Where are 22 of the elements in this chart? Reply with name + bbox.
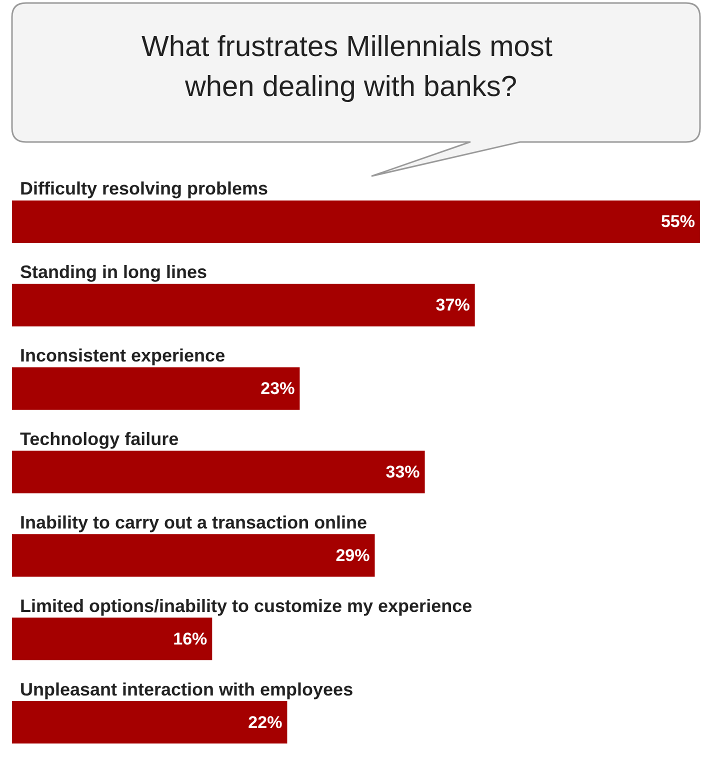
data-label: 29%	[336, 546, 370, 565]
chart-title: What frustrates Millennials most when dealing with banks?	[141, 31, 561, 103]
y-tick-label: Technology failure	[20, 429, 179, 449]
y-tick-label: Unpleasant interaction with employees	[20, 679, 354, 700]
y-tick-label: Inability to carry out a transaction online	[20, 512, 368, 532]
bar	[12, 367, 300, 410]
bar	[12, 284, 475, 326]
data-label: 23%	[260, 379, 295, 398]
bar	[12, 701, 288, 744]
data-label: 55%	[660, 212, 695, 232]
bar	[12, 200, 700, 243]
data-label: 22%	[248, 712, 282, 732]
bar	[12, 534, 375, 577]
bar	[12, 450, 425, 494]
y-tick-label: Limited options/inability to customize my experience	[20, 596, 472, 616]
data-label: 33%	[386, 462, 420, 482]
y-tick-label: Standing in long lines	[20, 262, 207, 282]
y-tick-label: Inconsistent experience	[20, 346, 226, 366]
bar	[12, 618, 212, 660]
y-tick-label: Difficulty resolving problems	[20, 178, 268, 199]
data-label: 37%	[436, 296, 470, 315]
data-label: 16%	[173, 629, 208, 648]
